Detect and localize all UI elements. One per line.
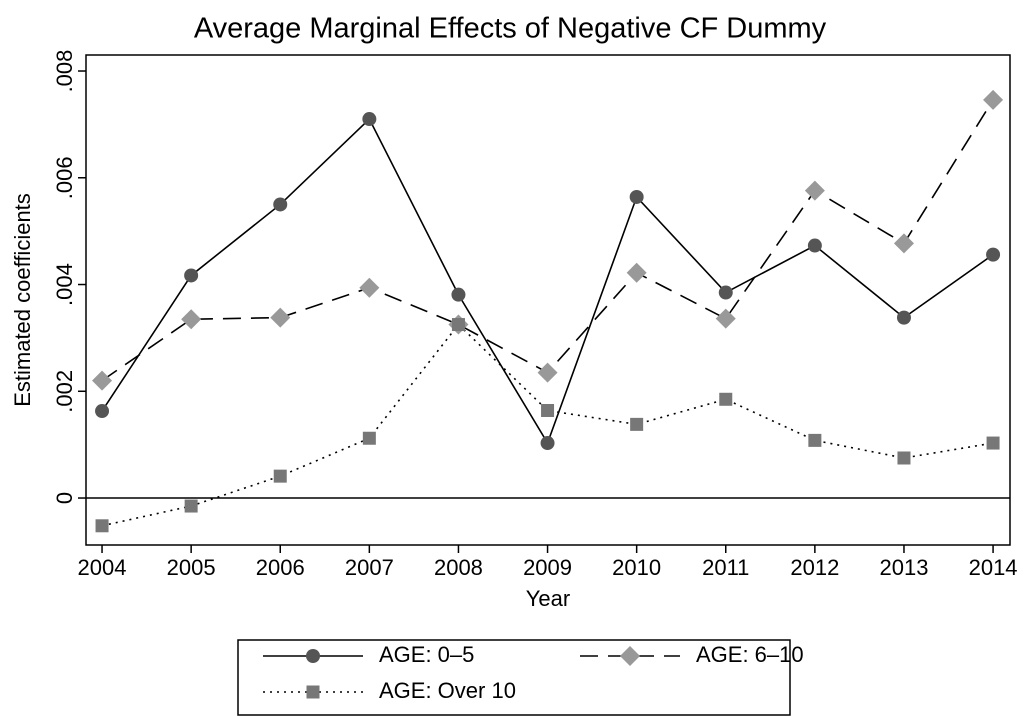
legend-label: AGE: 6–10 [696, 642, 804, 667]
marker [719, 392, 733, 406]
y-tick-label: 0 [52, 492, 77, 504]
marker [95, 519, 109, 533]
marker [804, 180, 825, 201]
marker [541, 403, 555, 417]
marker [184, 499, 198, 513]
x-tick-label: 2008 [434, 555, 483, 580]
marker [184, 268, 199, 283]
marker [362, 112, 377, 127]
marker [896, 310, 911, 325]
marker [718, 285, 733, 300]
series-line [101, 323, 994, 527]
x-tick-label: 2014 [969, 555, 1018, 580]
marker [273, 197, 288, 212]
legend-label: AGE: Over 10 [379, 678, 516, 703]
marker [273, 469, 287, 483]
series-line [101, 117, 994, 445]
marker [983, 89, 1004, 110]
marker [181, 309, 202, 330]
plot-frame [85, 54, 1011, 546]
marker [715, 308, 736, 329]
marker [897, 451, 911, 465]
marker [451, 287, 466, 302]
marker [306, 685, 320, 699]
marker [986, 247, 1001, 262]
marker [629, 189, 644, 204]
marker [362, 431, 376, 445]
x-tick-label: 2012 [790, 555, 839, 580]
marker [359, 277, 380, 298]
marker [630, 417, 644, 431]
x-tick-label: 2011 [702, 555, 749, 580]
marker [808, 433, 822, 447]
marker [620, 646, 640, 666]
marker [540, 436, 555, 451]
chart-title: Average Marginal Effects of Negative CF … [194, 13, 827, 45]
legend-box [237, 639, 791, 716]
marker [986, 436, 1000, 450]
y-tick-label: .006 [52, 156, 77, 199]
x-tick-label: 2006 [256, 555, 305, 580]
legend-label: AGE: 0–5 [379, 642, 474, 667]
marker [92, 370, 113, 391]
y-tick-label: .008 [52, 50, 77, 93]
marker [537, 362, 558, 383]
x-axis-label: Year [526, 586, 570, 611]
y-tick-label: .002 [52, 370, 77, 413]
y-tick-label: .004 [52, 263, 77, 306]
marker [95, 404, 110, 419]
marker [451, 318, 465, 332]
x-tick-label: 2007 [345, 555, 394, 580]
marker [807, 238, 822, 253]
marker [306, 649, 320, 663]
x-tick-label: 2009 [523, 555, 572, 580]
x-tick-label: 2004 [78, 555, 127, 580]
marker [893, 233, 914, 254]
x-tick-label: 2005 [167, 555, 216, 580]
marker [270, 307, 291, 328]
y-axis-label: Estimated coefficients [10, 193, 35, 407]
x-tick-label: 2010 [612, 555, 661, 580]
marker [626, 262, 647, 283]
x-tick-label: 2013 [879, 555, 928, 580]
